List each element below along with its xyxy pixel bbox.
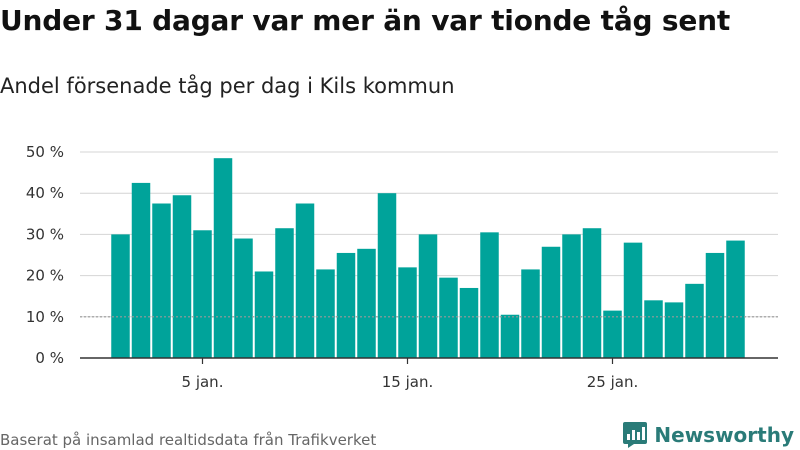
- x-tick-label: 15 jan.: [382, 373, 434, 391]
- bar[interactable]: [234, 238, 253, 358]
- bar[interactable]: [275, 228, 294, 358]
- bar[interactable]: [664, 302, 684, 358]
- bar[interactable]: [336, 252, 356, 358]
- y-axis-tick-labels: 0 % 10 % 20 % 30 % 40 % 50 %: [26, 143, 64, 367]
- source-note: Baserat på insamlad realtidsdata från Tr…: [0, 431, 377, 449]
- y-tick-label: 0 %: [35, 349, 64, 367]
- bars: [111, 158, 745, 358]
- chart-subtitle: Andel försenade tåg per dag i Kils kommu…: [0, 74, 455, 98]
- bar[interactable]: [111, 234, 130, 358]
- bar[interactable]: [480, 232, 499, 358]
- bar[interactable]: [254, 271, 274, 358]
- bar[interactable]: [152, 203, 171, 359]
- bar[interactable]: [562, 234, 581, 358]
- chart-title: Under 31 dagar var mer än var tionde tåg…: [0, 4, 731, 37]
- bar[interactable]: [439, 277, 458, 358]
- y-tick-label: 40 %: [26, 184, 64, 202]
- bar[interactable]: [582, 228, 602, 358]
- brand-name: Newsworthy: [654, 423, 794, 447]
- bar[interactable]: [172, 195, 192, 358]
- y-tick-label: 10 %: [26, 308, 64, 326]
- bar[interactable]: [521, 269, 540, 358]
- bar[interactable]: [193, 230, 212, 358]
- bar[interactable]: [705, 252, 725, 358]
- y-tick-label: 50 %: [26, 143, 64, 161]
- bar[interactable]: [500, 314, 520, 358]
- bar[interactable]: [418, 234, 438, 358]
- bar[interactable]: [726, 240, 745, 358]
- newsworthy-bar-chart-icon: [623, 422, 648, 448]
- bar[interactable]: [644, 300, 663, 358]
- y-tick-label: 30 %: [26, 225, 64, 243]
- x-axis: 5 jan. 15 jan. 25 jan.: [80, 357, 778, 391]
- bar-chart: 0 % 10 % 20 % 30 % 40 % 50 % 5 jan. 15 jan. 25 …: [26, 143, 778, 391]
- bar[interactable]: [295, 203, 315, 359]
- bar[interactable]: [398, 267, 417, 358]
- bar[interactable]: [377, 193, 397, 358]
- bar[interactable]: [603, 310, 622, 358]
- bar[interactable]: [131, 182, 151, 358]
- x-tick-label: 5 jan.: [182, 373, 224, 391]
- bar[interactable]: [357, 248, 376, 358]
- bar[interactable]: [316, 269, 335, 358]
- bar[interactable]: [623, 242, 643, 358]
- bar[interactable]: [459, 287, 479, 358]
- bar[interactable]: [213, 158, 233, 358]
- brand-logo[interactable]: Newsworthy: [622, 420, 794, 450]
- x-tick-label: 25 jan.: [587, 373, 639, 391]
- bar[interactable]: [541, 246, 561, 358]
- y-tick-label: 20 %: [26, 267, 64, 285]
- bar[interactable]: [685, 283, 704, 358]
